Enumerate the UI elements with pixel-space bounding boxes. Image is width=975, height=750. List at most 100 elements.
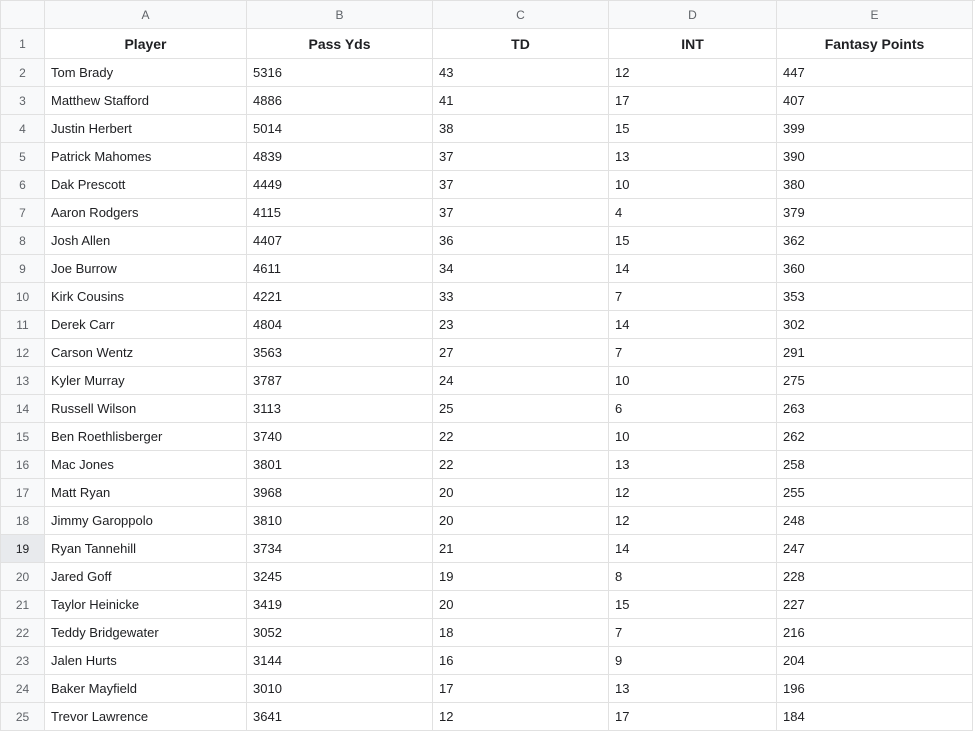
table-cell[interactable]: 36 [433,227,609,255]
table-cell[interactable]: 4 [609,199,777,227]
table-header-cell[interactable]: TD [433,29,609,59]
table-cell[interactable]: Matthew Stafford [45,87,247,115]
table-cell[interactable]: 12 [609,507,777,535]
table-header-cell[interactable]: Player [45,29,247,59]
table-cell[interactable]: Joe Burrow [45,255,247,283]
table-cell[interactable]: 262 [777,423,973,451]
table-cell[interactable]: 399 [777,115,973,143]
table-cell[interactable]: 17 [433,675,609,703]
table-cell[interactable]: 196 [777,675,973,703]
table-cell[interactable]: Russell Wilson [45,395,247,423]
table-cell[interactable]: Kyler Murray [45,367,247,395]
table-cell[interactable]: 390 [777,143,973,171]
table-cell[interactable]: 12 [433,703,609,731]
table-cell[interactable]: 20 [433,507,609,535]
table-cell[interactable]: 23 [433,311,609,339]
row-header[interactable]: 5 [1,143,45,171]
row-header[interactable]: 1 [1,29,45,59]
column-header-a[interactable]: A [45,1,247,29]
table-cell[interactable]: 8 [609,563,777,591]
table-cell[interactable]: 3968 [247,479,433,507]
table-cell[interactable]: 38 [433,115,609,143]
table-cell[interactable]: 360 [777,255,973,283]
table-cell[interactable]: 275 [777,367,973,395]
table-cell[interactable]: Mac Jones [45,451,247,479]
table-cell[interactable]: 12 [609,59,777,87]
table-cell[interactable]: 4886 [247,87,433,115]
table-cell[interactable]: 184 [777,703,973,731]
table-cell[interactable]: 22 [433,451,609,479]
column-header-d[interactable]: D [609,1,777,29]
table-cell[interactable]: 3052 [247,619,433,647]
row-header[interactable]: 3 [1,87,45,115]
table-cell[interactable]: Carson Wentz [45,339,247,367]
table-cell[interactable]: 14 [609,255,777,283]
table-header-cell[interactable]: Pass Yds [247,29,433,59]
table-cell[interactable]: 5316 [247,59,433,87]
row-header[interactable]: 19 [1,535,45,563]
table-cell[interactable]: Aaron Rodgers [45,199,247,227]
table-cell[interactable]: 227 [777,591,973,619]
table-cell[interactable]: 15 [609,115,777,143]
row-header[interactable]: 11 [1,311,45,339]
table-cell[interactable]: 263 [777,395,973,423]
table-cell[interactable]: Taylor Heinicke [45,591,247,619]
table-cell[interactable]: 7 [609,339,777,367]
row-header[interactable]: 10 [1,283,45,311]
table-cell[interactable]: 9 [609,647,777,675]
table-cell[interactable]: Justin Herbert [45,115,247,143]
table-cell[interactable]: 19 [433,563,609,591]
table-cell[interactable]: Jalen Hurts [45,647,247,675]
table-cell[interactable]: 362 [777,227,973,255]
table-cell[interactable]: 25 [433,395,609,423]
table-cell[interactable]: 3245 [247,563,433,591]
table-cell[interactable]: 20 [433,591,609,619]
table-cell[interactable]: 3810 [247,507,433,535]
table-header-cell[interactable]: INT [609,29,777,59]
table-cell[interactable]: 37 [433,171,609,199]
row-header[interactable]: 9 [1,255,45,283]
table-cell[interactable]: 27 [433,339,609,367]
table-cell[interactable]: 17 [609,703,777,731]
table-cell[interactable]: Matt Ryan [45,479,247,507]
row-header[interactable]: 7 [1,199,45,227]
table-cell[interactable]: 10 [609,423,777,451]
table-cell[interactable]: 12 [609,479,777,507]
row-header[interactable]: 15 [1,423,45,451]
table-cell[interactable]: 7 [609,283,777,311]
row-header[interactable]: 21 [1,591,45,619]
table-cell[interactable]: 216 [777,619,973,647]
table-cell[interactable]: 17 [609,87,777,115]
table-cell[interactable]: 291 [777,339,973,367]
table-cell[interactable]: Derek Carr [45,311,247,339]
table-cell[interactable]: 379 [777,199,973,227]
table-cell[interactable]: 13 [609,675,777,703]
table-cell[interactable]: 24 [433,367,609,395]
table-cell[interactable]: 20 [433,479,609,507]
spreadsheet-grid[interactable]: A B C D E 1PlayerPass YdsTDINTFantasy Po… [0,0,975,731]
column-header-e[interactable]: E [777,1,973,29]
table-cell[interactable]: 14 [609,535,777,563]
row-header[interactable]: 2 [1,59,45,87]
row-header[interactable]: 16 [1,451,45,479]
table-cell[interactable]: 43 [433,59,609,87]
row-header[interactable]: 23 [1,647,45,675]
column-header-c[interactable]: C [433,1,609,29]
table-cell[interactable]: Baker Mayfield [45,675,247,703]
table-cell[interactable]: 4804 [247,311,433,339]
table-cell[interactable]: 3740 [247,423,433,451]
row-header[interactable]: 17 [1,479,45,507]
table-cell[interactable]: 228 [777,563,973,591]
table-cell[interactable]: 10 [609,367,777,395]
table-cell[interactable]: Tom Brady [45,59,247,87]
table-cell[interactable]: Jimmy Garoppolo [45,507,247,535]
table-cell[interactable]: 353 [777,283,973,311]
table-cell[interactable]: 18 [433,619,609,647]
table-cell[interactable]: 22 [433,423,609,451]
table-cell[interactable]: Ryan Tannehill [45,535,247,563]
table-cell[interactable]: Kirk Cousins [45,283,247,311]
table-cell[interactable]: Jared Goff [45,563,247,591]
table-cell[interactable]: 4449 [247,171,433,199]
row-header[interactable]: 24 [1,675,45,703]
table-cell[interactable]: 7 [609,619,777,647]
